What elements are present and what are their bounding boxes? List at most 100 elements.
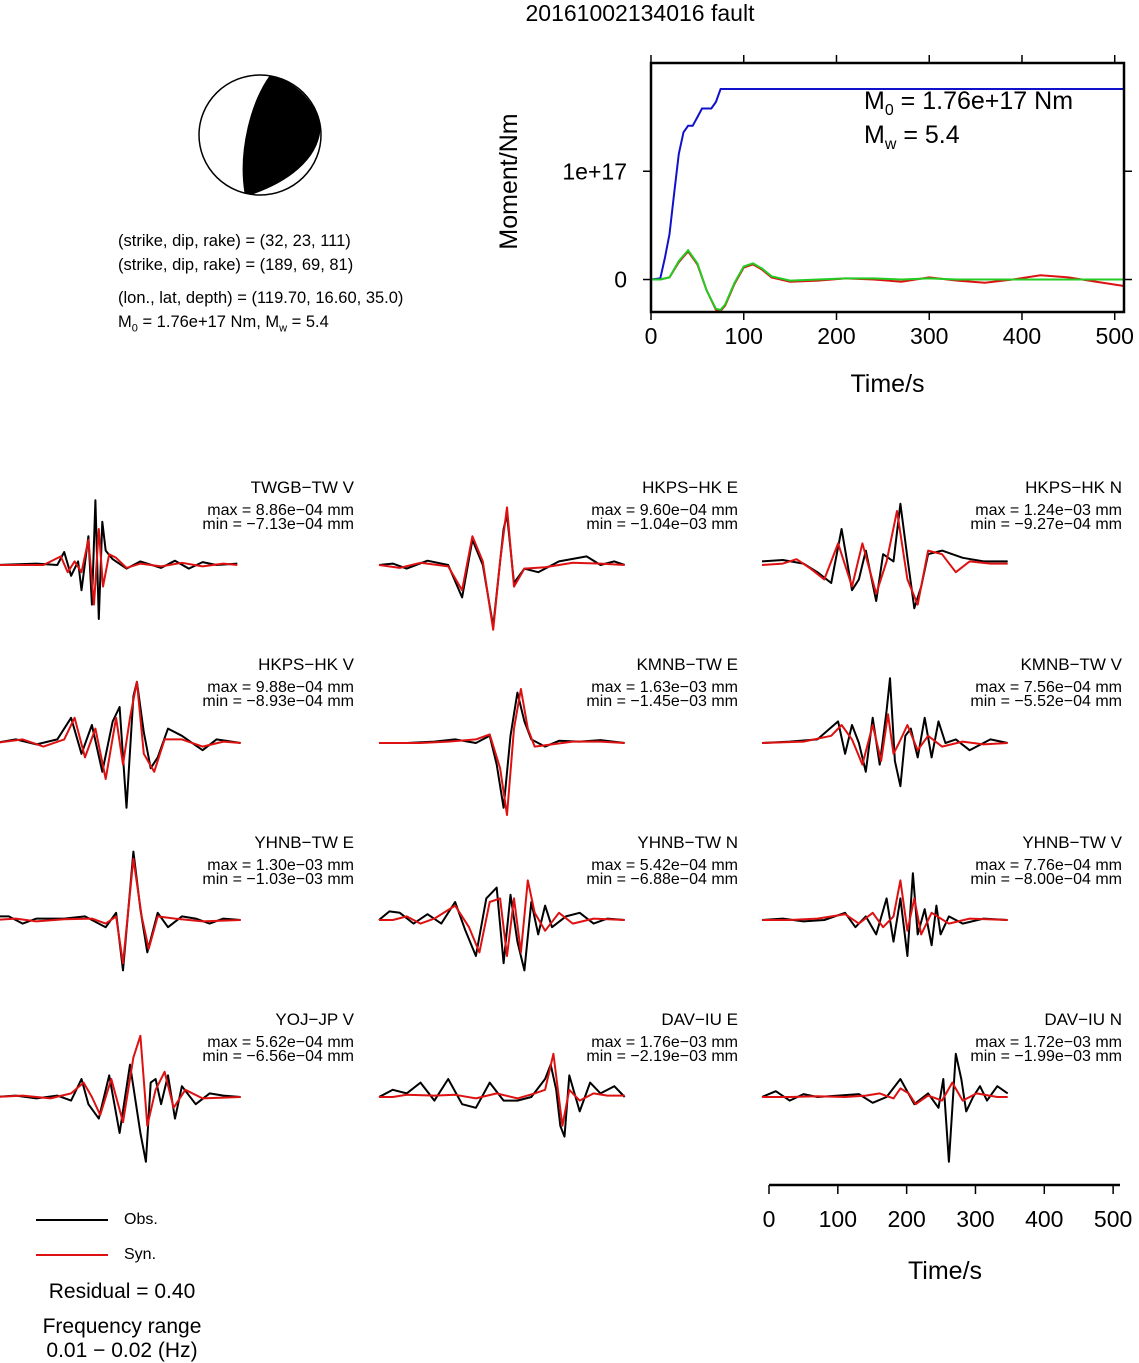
- station-label-9: YOJ−JP V: [275, 1010, 354, 1029]
- waveform-syn-5: [761, 713, 1008, 766]
- beach-ball: [198, 74, 322, 196]
- station-label-0: TWGB−TW V: [251, 478, 355, 497]
- moment-ytick-label-1: 1e+17: [562, 158, 627, 184]
- station-min-11: min = −1.99e−03 mm: [970, 1048, 1122, 1065]
- wave-xtick-label-5: 500: [1094, 1206, 1132, 1232]
- station-max-7: max = 5.42e−04 mm: [591, 857, 738, 874]
- moment-series-1: [651, 249, 1125, 313]
- waveform-syn-7: [379, 879, 625, 957]
- plane2-text: (strike, dip, rake) = (189, 69, 81): [118, 256, 354, 274]
- station-max-9: max = 5.62e−04 mm: [207, 1034, 354, 1051]
- station-min-8: min = −8.00e−04 mm: [970, 871, 1122, 888]
- moment-xtick-label-1: 100: [725, 323, 763, 349]
- mw-sub: w: [279, 322, 288, 335]
- legend-syn-swatch: [36, 1253, 108, 1256]
- legend-obs-label: Obs.: [124, 1211, 158, 1228]
- station-label-10: DAV−IU E: [661, 1010, 738, 1029]
- moment-xtick-label-2: 200: [817, 323, 855, 349]
- waveform-obs-0: [0, 499, 238, 620]
- annotation-m0-prefix: M: [864, 87, 885, 115]
- residual-text: Residual = 0.40: [48, 1280, 196, 1303]
- frequency-label: Frequency range: [42, 1315, 202, 1338]
- plane1-text: (strike, dip, rake) = (32, 23, 111): [118, 232, 351, 250]
- waveform-syn-1: [378, 506, 625, 631]
- beach-ball-compressional: [242, 75, 321, 195]
- station-min-2: min = −9.27e−04 mm: [970, 516, 1122, 533]
- station-max-10: max = 1.76e−03 mm: [591, 1034, 738, 1051]
- station-max-1: max = 9.60e−04 mm: [591, 502, 738, 519]
- station-min-5: min = −5.52e−04 mm: [970, 693, 1122, 710]
- moment-frame: [649, 61, 1126, 314]
- annotation-mw-sub: w: [884, 136, 897, 153]
- station-min-1: min = −1.04e−03 mm: [586, 516, 738, 533]
- mw-rest: = 5.4: [287, 313, 329, 331]
- frequency-value: 0.01 − 0.02 (Hz): [46, 1339, 198, 1362]
- station-max-3: max = 9.88e−04 mm: [207, 679, 354, 696]
- annotation-m0-rest: = 1.76e+17 Nm: [894, 87, 1073, 115]
- waveform-obs-4: [379, 691, 625, 809]
- waveform-obs-5: [761, 677, 1008, 788]
- station-max-4: max = 1.63e−03 mm: [591, 679, 738, 696]
- station-label-11: DAV−IU N: [1044, 1010, 1122, 1029]
- waveform-syn-6: [0, 857, 241, 965]
- wave-xlabel: Time/s: [908, 1257, 982, 1285]
- moment-chart: 0 100 200 300 400 500 0 1e+17 Time/s Moment/Nm M0 …: [495, 55, 1134, 398]
- station-max-5: max = 7.56e−04 mm: [975, 679, 1122, 696]
- station-max-0: max = 8.86e−04 mm: [207, 502, 354, 519]
- m0-rest: = 1.76e+17 Nm, M: [137, 313, 280, 331]
- station-label-8: YHNB−TW V: [1022, 833, 1122, 852]
- moment-annotation-m0: M0 = 1.76e+17 Nm: [864, 87, 1073, 119]
- station-min-3: min = −8.93e−04 mm: [202, 693, 354, 710]
- m0-prefix: M: [118, 313, 132, 331]
- waveform-syn-3: [0, 680, 241, 780]
- moment-annotation-mw: Mw = 5.4: [864, 121, 960, 153]
- waveform-syn-8: [762, 879, 1008, 936]
- moment-xtick-label-4: 400: [1003, 323, 1041, 349]
- waveform-syn-4: [379, 688, 625, 816]
- wave-xtick-label-2: 200: [887, 1206, 925, 1232]
- location-text: (lon., lat, depth) = (119.70, 16.60, 35.…: [118, 289, 404, 307]
- waveform-syn-11: [762, 1081, 1008, 1106]
- station-label-3: HKPS−HK V: [258, 655, 355, 674]
- waveform-obs-7: [378, 886, 625, 972]
- moment-xlabel: Time/s: [850, 370, 924, 398]
- station-label-7: YHNB−TW N: [637, 833, 738, 852]
- waveform-syn-9: [0, 1034, 241, 1127]
- station-label-4: KMNB−TW E: [636, 655, 738, 674]
- waveform-obs-3: [0, 680, 241, 809]
- moment-xtick-label-3: 300: [910, 323, 948, 349]
- station-max-2: max = 1.24e−03 mm: [975, 502, 1122, 519]
- legend-syn-label: Syn.: [124, 1246, 157, 1263]
- station-label-1: HKPS−HK E: [642, 478, 738, 497]
- wave-xtick-label-4: 400: [1025, 1206, 1063, 1232]
- waveform-syn-2: [761, 510, 1008, 606]
- waveform-obs-2: [761, 502, 1008, 610]
- station-label-5: KMNB−TW V: [1020, 655, 1122, 674]
- annotation-mw-prefix: M: [864, 121, 885, 149]
- station-min-4: min = −1.45e−03 mm: [586, 693, 738, 710]
- wave-xtick-label-1: 100: [819, 1206, 857, 1232]
- legend-obs: Obs.: [36, 1211, 158, 1229]
- waveform-obs-11: [761, 1052, 1009, 1163]
- waveform-syn-10: [379, 1052, 625, 1127]
- moment-ylabel: Moment/Nm: [495, 113, 523, 249]
- wave-xtick-label-0: 0: [763, 1206, 776, 1232]
- station-max-6: max = 1.30e−03 mm: [207, 857, 354, 874]
- waveform-obs-9: [0, 1063, 241, 1163]
- station-min-6: min = −1.03e−03 mm: [202, 871, 354, 888]
- wave-xtick-label-3: 300: [956, 1206, 994, 1232]
- legend-obs-swatch: [36, 1218, 108, 1221]
